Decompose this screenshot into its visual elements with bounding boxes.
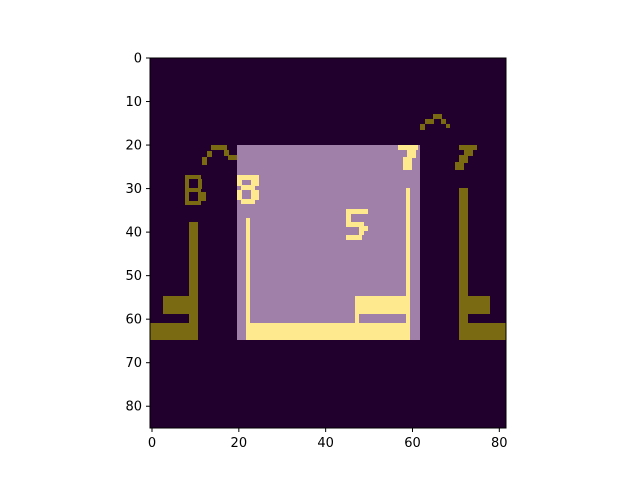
panel-shelf-gap [355, 314, 359, 323]
left-step-upper [163, 296, 189, 314]
inner-right-glyph [455, 145, 477, 170]
dice-icon [346, 209, 368, 240]
x-tick-label: 40 [317, 436, 334, 451]
right-arch-icon [420, 114, 450, 130]
y-tick-label: 80 [125, 400, 142, 415]
y-tick-label: 50 [125, 269, 142, 284]
y-tick-label: 0 [134, 52, 142, 67]
y-tick-label: 70 [125, 356, 142, 371]
y-tick-label: 30 [125, 182, 142, 197]
x-tick-label: 20 [231, 436, 248, 451]
y-axis: 0 10 20 30 40 50 60 70 80 [125, 52, 150, 415]
y-tick-label: 60 [125, 313, 142, 328]
y-tick-label: 40 [125, 226, 142, 241]
left-pillar-icon [189, 222, 198, 340]
y-tick-label: 10 [125, 95, 142, 110]
x-tick-label: 60 [404, 436, 421, 451]
x-axis: 0 20 40 60 80 [148, 428, 508, 451]
top-left-glyph [185, 175, 206, 205]
x-tick-label: 80 [491, 436, 508, 451]
panel-shelf [355, 296, 408, 314]
left-step-lower [150, 323, 198, 340]
left-arch-icon [202, 145, 237, 165]
right-pillar-icon [459, 188, 468, 340]
panel-right-wall [406, 188, 410, 340]
panel-left-wall [246, 218, 250, 340]
axes-frame [149, 57, 507, 429]
panel-floor [246, 323, 410, 340]
right-step-lower [459, 323, 506, 340]
x-tick-label: 0 [148, 436, 156, 451]
inner-left-glyph [237, 175, 259, 204]
right-step-upper [468, 296, 490, 314]
top-right-glyph [398, 145, 418, 170]
y-tick-label: 20 [125, 139, 142, 154]
